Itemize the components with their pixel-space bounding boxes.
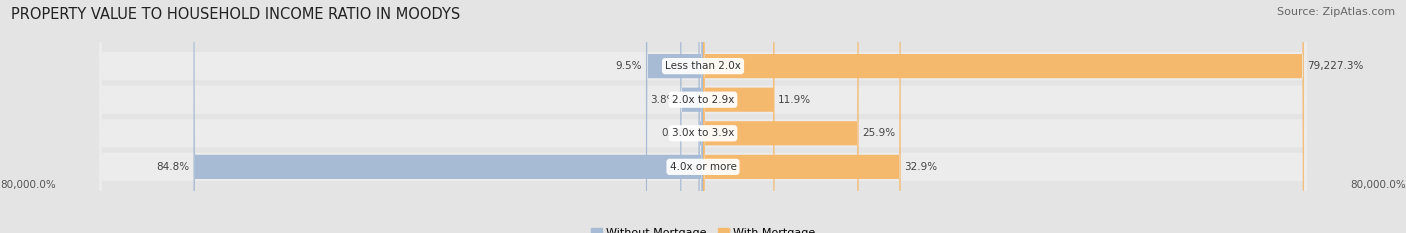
FancyBboxPatch shape xyxy=(703,0,1303,233)
FancyBboxPatch shape xyxy=(194,0,703,233)
Text: 3.0x to 3.9x: 3.0x to 3.9x xyxy=(672,128,734,138)
FancyBboxPatch shape xyxy=(645,0,703,233)
FancyBboxPatch shape xyxy=(699,0,703,233)
FancyBboxPatch shape xyxy=(703,0,775,233)
Text: 80,000.0%: 80,000.0% xyxy=(0,180,56,190)
Text: 11.9%: 11.9% xyxy=(778,95,811,105)
FancyBboxPatch shape xyxy=(100,0,1306,233)
Text: 3.8%: 3.8% xyxy=(650,95,676,105)
FancyBboxPatch shape xyxy=(100,0,1306,233)
Text: 0.76%: 0.76% xyxy=(662,128,695,138)
FancyBboxPatch shape xyxy=(100,0,1306,233)
Text: 84.8%: 84.8% xyxy=(156,162,190,172)
Legend: Without Mortgage, With Mortgage: Without Mortgage, With Mortgage xyxy=(586,223,820,233)
Text: 4.0x or more: 4.0x or more xyxy=(669,162,737,172)
FancyBboxPatch shape xyxy=(100,0,1306,233)
Text: PROPERTY VALUE TO HOUSEHOLD INCOME RATIO IN MOODYS: PROPERTY VALUE TO HOUSEHOLD INCOME RATIO… xyxy=(11,7,461,22)
Text: Source: ZipAtlas.com: Source: ZipAtlas.com xyxy=(1277,7,1395,17)
Text: 80,000.0%: 80,000.0% xyxy=(1350,180,1406,190)
FancyBboxPatch shape xyxy=(703,0,901,233)
FancyBboxPatch shape xyxy=(703,0,859,233)
Text: 9.5%: 9.5% xyxy=(616,61,643,71)
Text: Less than 2.0x: Less than 2.0x xyxy=(665,61,741,71)
Text: 79,227.3%: 79,227.3% xyxy=(1308,61,1364,71)
FancyBboxPatch shape xyxy=(681,0,703,233)
Text: 32.9%: 32.9% xyxy=(904,162,938,172)
Text: 2.0x to 2.9x: 2.0x to 2.9x xyxy=(672,95,734,105)
Text: 25.9%: 25.9% xyxy=(862,128,896,138)
